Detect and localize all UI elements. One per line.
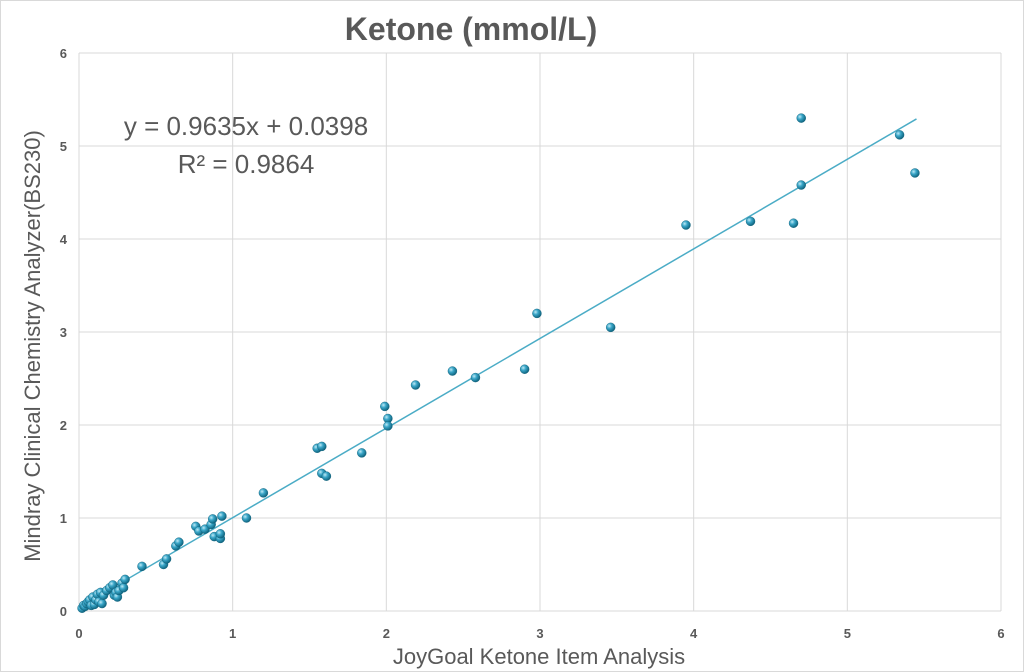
data-point [380,401,390,412]
data-point [118,583,129,593]
data-points [77,113,920,613]
data-point [97,598,107,609]
data-point [321,471,332,481]
y-tick-label: 1 [60,511,67,526]
chart-title: Ketone (mmol/L) [345,11,597,47]
data-point [357,448,367,458]
x-tick-label: 1 [229,626,236,641]
grid [78,52,1002,612]
data-point [383,421,393,431]
data-point [894,130,905,140]
data-point [217,511,227,521]
x-tick-label: 3 [536,626,543,641]
x-axis-label: JoyGoal Ketone Item Analysis [393,644,685,669]
data-point [796,180,806,190]
y-tick-label: 4 [60,232,68,247]
data-point [410,380,421,390]
data-point [605,322,616,333]
x-tick-label: 6 [997,626,1004,641]
data-point [681,220,691,230]
r-squared-label: R² = 0.9864 [178,149,315,179]
x-tick-label: 5 [844,626,851,641]
data-point [161,554,172,564]
y-tick-label: 0 [60,604,67,619]
trendline-equation: y = 0.9635x + 0.0398 [124,111,368,141]
y-axis-label: Mindray Clinical Chemistry Analyzer(BS23… [20,130,45,562]
data-point [788,218,799,228]
y-tick-label: 6 [60,46,67,61]
data-point [745,216,756,227]
data-point [241,513,252,523]
trendline [78,118,917,608]
data-point [207,514,218,524]
data-point [215,529,226,539]
tick-labels: 0 1 2 3 4 5 6 0 1 2 3 4 5 6 [60,46,1005,641]
y-tick-label: 5 [60,139,67,154]
data-point [532,308,542,319]
y-tick-label: 3 [60,325,67,340]
data-point [447,366,458,376]
data-point [174,537,184,547]
data-point [470,372,481,383]
y-tick-label: 2 [60,418,67,433]
data-point [519,364,530,374]
data-point [910,168,920,178]
x-tick-label: 0 [75,626,82,641]
data-point [258,488,269,498]
x-tick-label: 2 [383,626,390,641]
data-point [796,113,806,123]
data-point [317,441,327,452]
data-point [120,574,130,585]
x-tick-label: 4 [690,626,698,641]
data-point [137,561,147,572]
